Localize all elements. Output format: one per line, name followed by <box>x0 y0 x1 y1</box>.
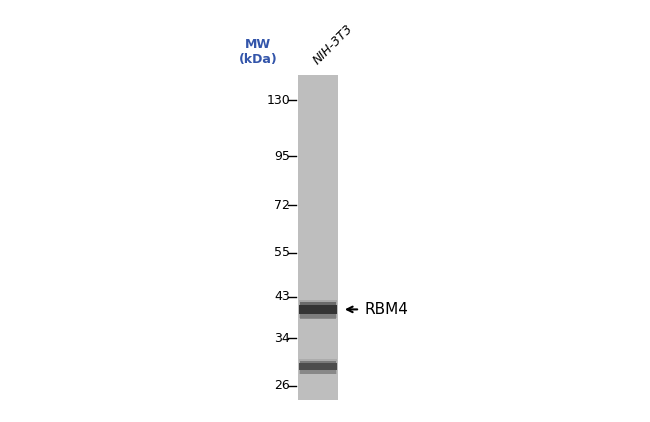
Bar <box>300 361 336 362</box>
Text: RBM4: RBM4 <box>364 302 408 317</box>
Text: NIH-3T3: NIH-3T3 <box>311 22 356 67</box>
Text: 72: 72 <box>274 199 290 212</box>
Text: MW: MW <box>245 38 271 51</box>
Bar <box>299 362 337 370</box>
Text: 43: 43 <box>274 290 290 303</box>
Bar <box>299 359 337 374</box>
Text: 55: 55 <box>274 246 290 260</box>
Text: (kDa): (kDa) <box>239 52 278 65</box>
Text: 130: 130 <box>266 94 290 107</box>
Bar <box>300 303 336 305</box>
Bar <box>300 314 336 319</box>
Bar <box>299 305 337 314</box>
Text: 34: 34 <box>274 332 290 345</box>
Bar <box>300 370 336 373</box>
Bar <box>298 75 338 400</box>
Bar <box>299 300 337 319</box>
Text: 95: 95 <box>274 149 290 162</box>
Text: 26: 26 <box>274 379 290 392</box>
